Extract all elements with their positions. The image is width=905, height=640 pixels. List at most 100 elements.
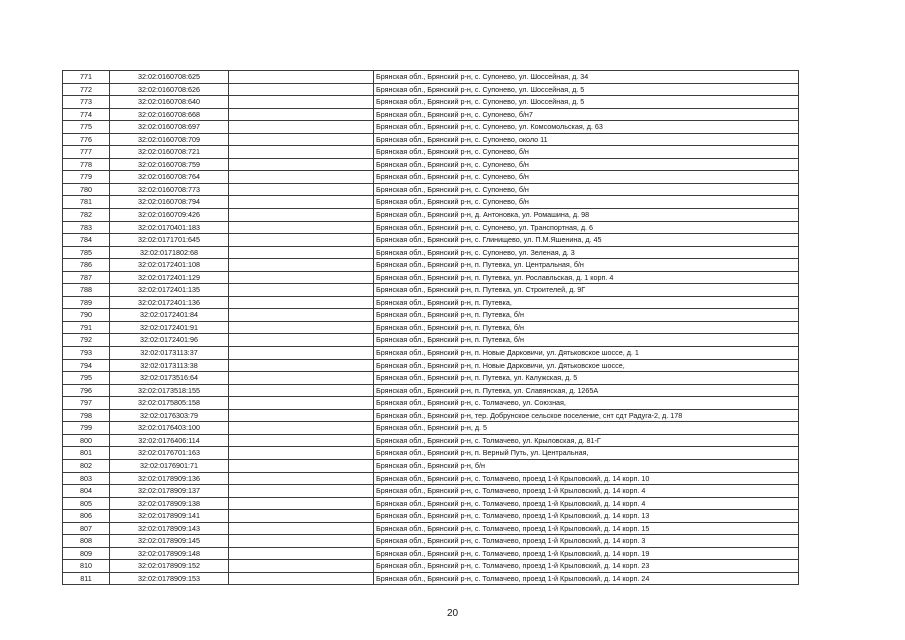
empty-cell <box>228 509 374 523</box>
address-cell: Брянская обл., Брянский р-н, с. Толмачев… <box>373 571 799 586</box>
row-number-cell: 808 <box>62 534 110 548</box>
row-number-cell: 794 <box>62 358 110 373</box>
empty-cell <box>228 484 374 498</box>
address-cell: Брянская обл., Брянский р-н, с. Толмачев… <box>373 509 799 523</box>
cadastral-number-cell: 32:02:0176303:79 <box>109 408 229 423</box>
cadastral-number-cell: 32:02:0173516:64 <box>109 371 229 385</box>
empty-cell <box>228 208 374 222</box>
empty-cell <box>228 295 374 310</box>
empty-cell <box>228 371 374 385</box>
empty-cell <box>228 132 374 147</box>
row-number-cell: 787 <box>62 270 110 285</box>
cadastral-number-cell: 32:02:0160708:773 <box>109 182 229 197</box>
cadastral-number-cell: 32:02:0172401:84 <box>109 308 229 322</box>
address-cell: Брянская обл., Брянский р-н, с. Супонево… <box>373 82 799 97</box>
address-cell: Брянская обл., Брянский р-н, с. Супонево… <box>373 220 799 235</box>
empty-cell <box>228 446 374 460</box>
table-row: 801 32:02:0176701:163 Брянская обл., Брянс… <box>62 446 799 460</box>
address-cell: Брянская обл., Брянский р-н, п. Путевка,… <box>373 320 799 335</box>
table-row: 791 32:02:0172401:91 Брянская обл., Брянск… <box>62 320 799 335</box>
table-row: 802 32:02:0176901:71 Брянская обл., Брянск… <box>62 458 799 473</box>
table-row: 808 32:02:0178909:145 Брянская обл., Брянс… <box>62 534 799 548</box>
row-number-cell: 777 <box>62 145 110 159</box>
address-cell: Брянская обл., Брянский р-н, п. Путевка,… <box>373 383 799 398</box>
empty-cell <box>228 333 374 348</box>
row-number-cell: 795 <box>62 371 110 385</box>
table-row: 792 32:02:0172401:96 Брянская обл., Брянск… <box>62 333 799 348</box>
address-cell: Брянская обл., Брянский р-н, д. 5 <box>373 421 799 435</box>
cadastral-number-cell: 32:02:0176406:114 <box>109 433 229 448</box>
address-cell: Брянская обл., Брянский р-н, б/н <box>373 458 799 473</box>
empty-cell <box>228 320 374 335</box>
cadastral-number-cell: 32:02:0173518:155 <box>109 383 229 398</box>
address-cell: Брянская обл., Брянский р-н, с. Супонево… <box>373 132 799 147</box>
table-row: 805 32:02:0178909:138 Брянская обл., Брянс… <box>62 496 799 511</box>
table-row: 778 32:02:0160708:759 Брянская обл., Брянс… <box>62 157 799 172</box>
row-number-cell: 789 <box>62 295 110 310</box>
table-row: 797 32:02:0175805:158 Брянская обл., Брянс… <box>62 396 799 410</box>
row-number-cell: 800 <box>62 433 110 448</box>
empty-cell <box>228 107 374 122</box>
row-number-cell: 810 <box>62 559 110 573</box>
address-cell: Брянская обл., Брянский р-н, тер. Добрун… <box>373 408 799 423</box>
row-number-cell: 801 <box>62 446 110 460</box>
address-cell: Брянская обл., Брянский р-н, с. Толмачев… <box>373 471 799 486</box>
row-number-cell: 796 <box>62 383 110 398</box>
address-cell: Брянская обл., Брянский р-н, с. Толмачев… <box>373 433 799 448</box>
table-row: 783 32:02:0170401:183 Брянская обл., Брянс… <box>62 220 799 235</box>
empty-cell <box>228 195 374 209</box>
cadastral-number-cell: 32:02:0176403:100 <box>109 421 229 435</box>
empty-cell <box>228 383 374 398</box>
address-cell: Брянская обл., Брянский р-н, с. Толмачев… <box>373 496 799 511</box>
empty-cell <box>228 496 374 511</box>
cadastral-number-cell: 32:02:0172401:96 <box>109 333 229 348</box>
address-cell: Брянская обл., Брянский р-н, с. Супонево… <box>373 120 799 134</box>
cadastral-number-cell: 32:02:0173113:37 <box>109 346 229 360</box>
table-row: 788 32:02:0172401:135 Брянская обл., Брянс… <box>62 283 799 297</box>
address-cell: Брянская обл., Брянский р-н, п. Путевка,… <box>373 308 799 322</box>
cadastral-number-cell: 32:02:0172401:108 <box>109 258 229 272</box>
cadastral-number-cell: 32:02:0178909:143 <box>109 521 229 536</box>
table-row: 793 32:02:0173113:37 Брянская обл., Брянск… <box>62 346 799 360</box>
table-row: 782 32:02:0160709:426 Брянская обл., Брянс… <box>62 208 799 222</box>
address-cell: Брянская обл., Брянский р-н, п. Новые Да… <box>373 346 799 360</box>
row-number-cell: 783 <box>62 220 110 235</box>
table-body: 771 32:02:0160708:625 Брянская обл., Брянс… <box>62 70 799 586</box>
address-cell: Брянская обл., Брянский р-н, п. Путевка, <box>373 295 799 310</box>
table-row: 777 32:02:0160708:721 Брянская обл., Брянс… <box>62 145 799 159</box>
cadastral-number-cell: 32:02:0160708:640 <box>109 95 229 109</box>
table-row: 794 32:02:0173113:38 Брянская обл., Брянск… <box>62 358 799 373</box>
table-row: 811 32:02:0178909:153 Брянская обл., Брянс… <box>62 571 799 586</box>
table-row: 779 32:02:0160708:764 Брянская обл., Брянс… <box>62 170 799 184</box>
row-number-cell: 781 <box>62 195 110 209</box>
table-row: 809 32:02:0178909:148 Брянская обл., Брянс… <box>62 546 799 561</box>
row-number-cell: 771 <box>62 70 110 84</box>
empty-cell <box>228 145 374 159</box>
table-row: 774 32:02:0160708:668 Брянская обл., Брянс… <box>62 107 799 122</box>
cadastral-number-cell: 32:02:0175805:158 <box>109 396 229 410</box>
cadastral-number-cell: 32:02:0178909:138 <box>109 496 229 511</box>
empty-cell <box>228 571 374 586</box>
row-number-cell: 784 <box>62 233 110 247</box>
empty-cell <box>228 82 374 97</box>
row-number-cell: 779 <box>62 170 110 184</box>
table-row: 800 32:02:0176406:114 Брянская обл., Брянс… <box>62 433 799 448</box>
row-number-cell: 802 <box>62 458 110 473</box>
row-number-cell: 775 <box>62 120 110 134</box>
cadastral-number-cell: 32:02:0160708:709 <box>109 132 229 147</box>
empty-cell <box>228 396 374 410</box>
table-row: 789 32:02:0172401:136 Брянская обл., Брянс… <box>62 295 799 310</box>
address-cell: Брянская обл., Брянский р-н, д. Антоновк… <box>373 208 799 222</box>
cadastral-number-cell: 32:02:0176901:71 <box>109 458 229 473</box>
table-row: 771 32:02:0160708:625 Брянская обл., Брянс… <box>62 70 799 84</box>
row-number-cell: 799 <box>62 421 110 435</box>
cadastral-number-cell: 32:02:0178909:152 <box>109 559 229 573</box>
row-number-cell: 807 <box>62 521 110 536</box>
empty-cell <box>228 308 374 322</box>
row-number-cell: 809 <box>62 546 110 561</box>
table-row: 781 32:02:0160708:794 Брянская обл., Брянс… <box>62 195 799 209</box>
empty-cell <box>228 258 374 272</box>
table-row: 772 32:02:0160708:626 Брянская обл., Брянс… <box>62 82 799 97</box>
cadastral-number-cell: 32:02:0178909:136 <box>109 471 229 486</box>
